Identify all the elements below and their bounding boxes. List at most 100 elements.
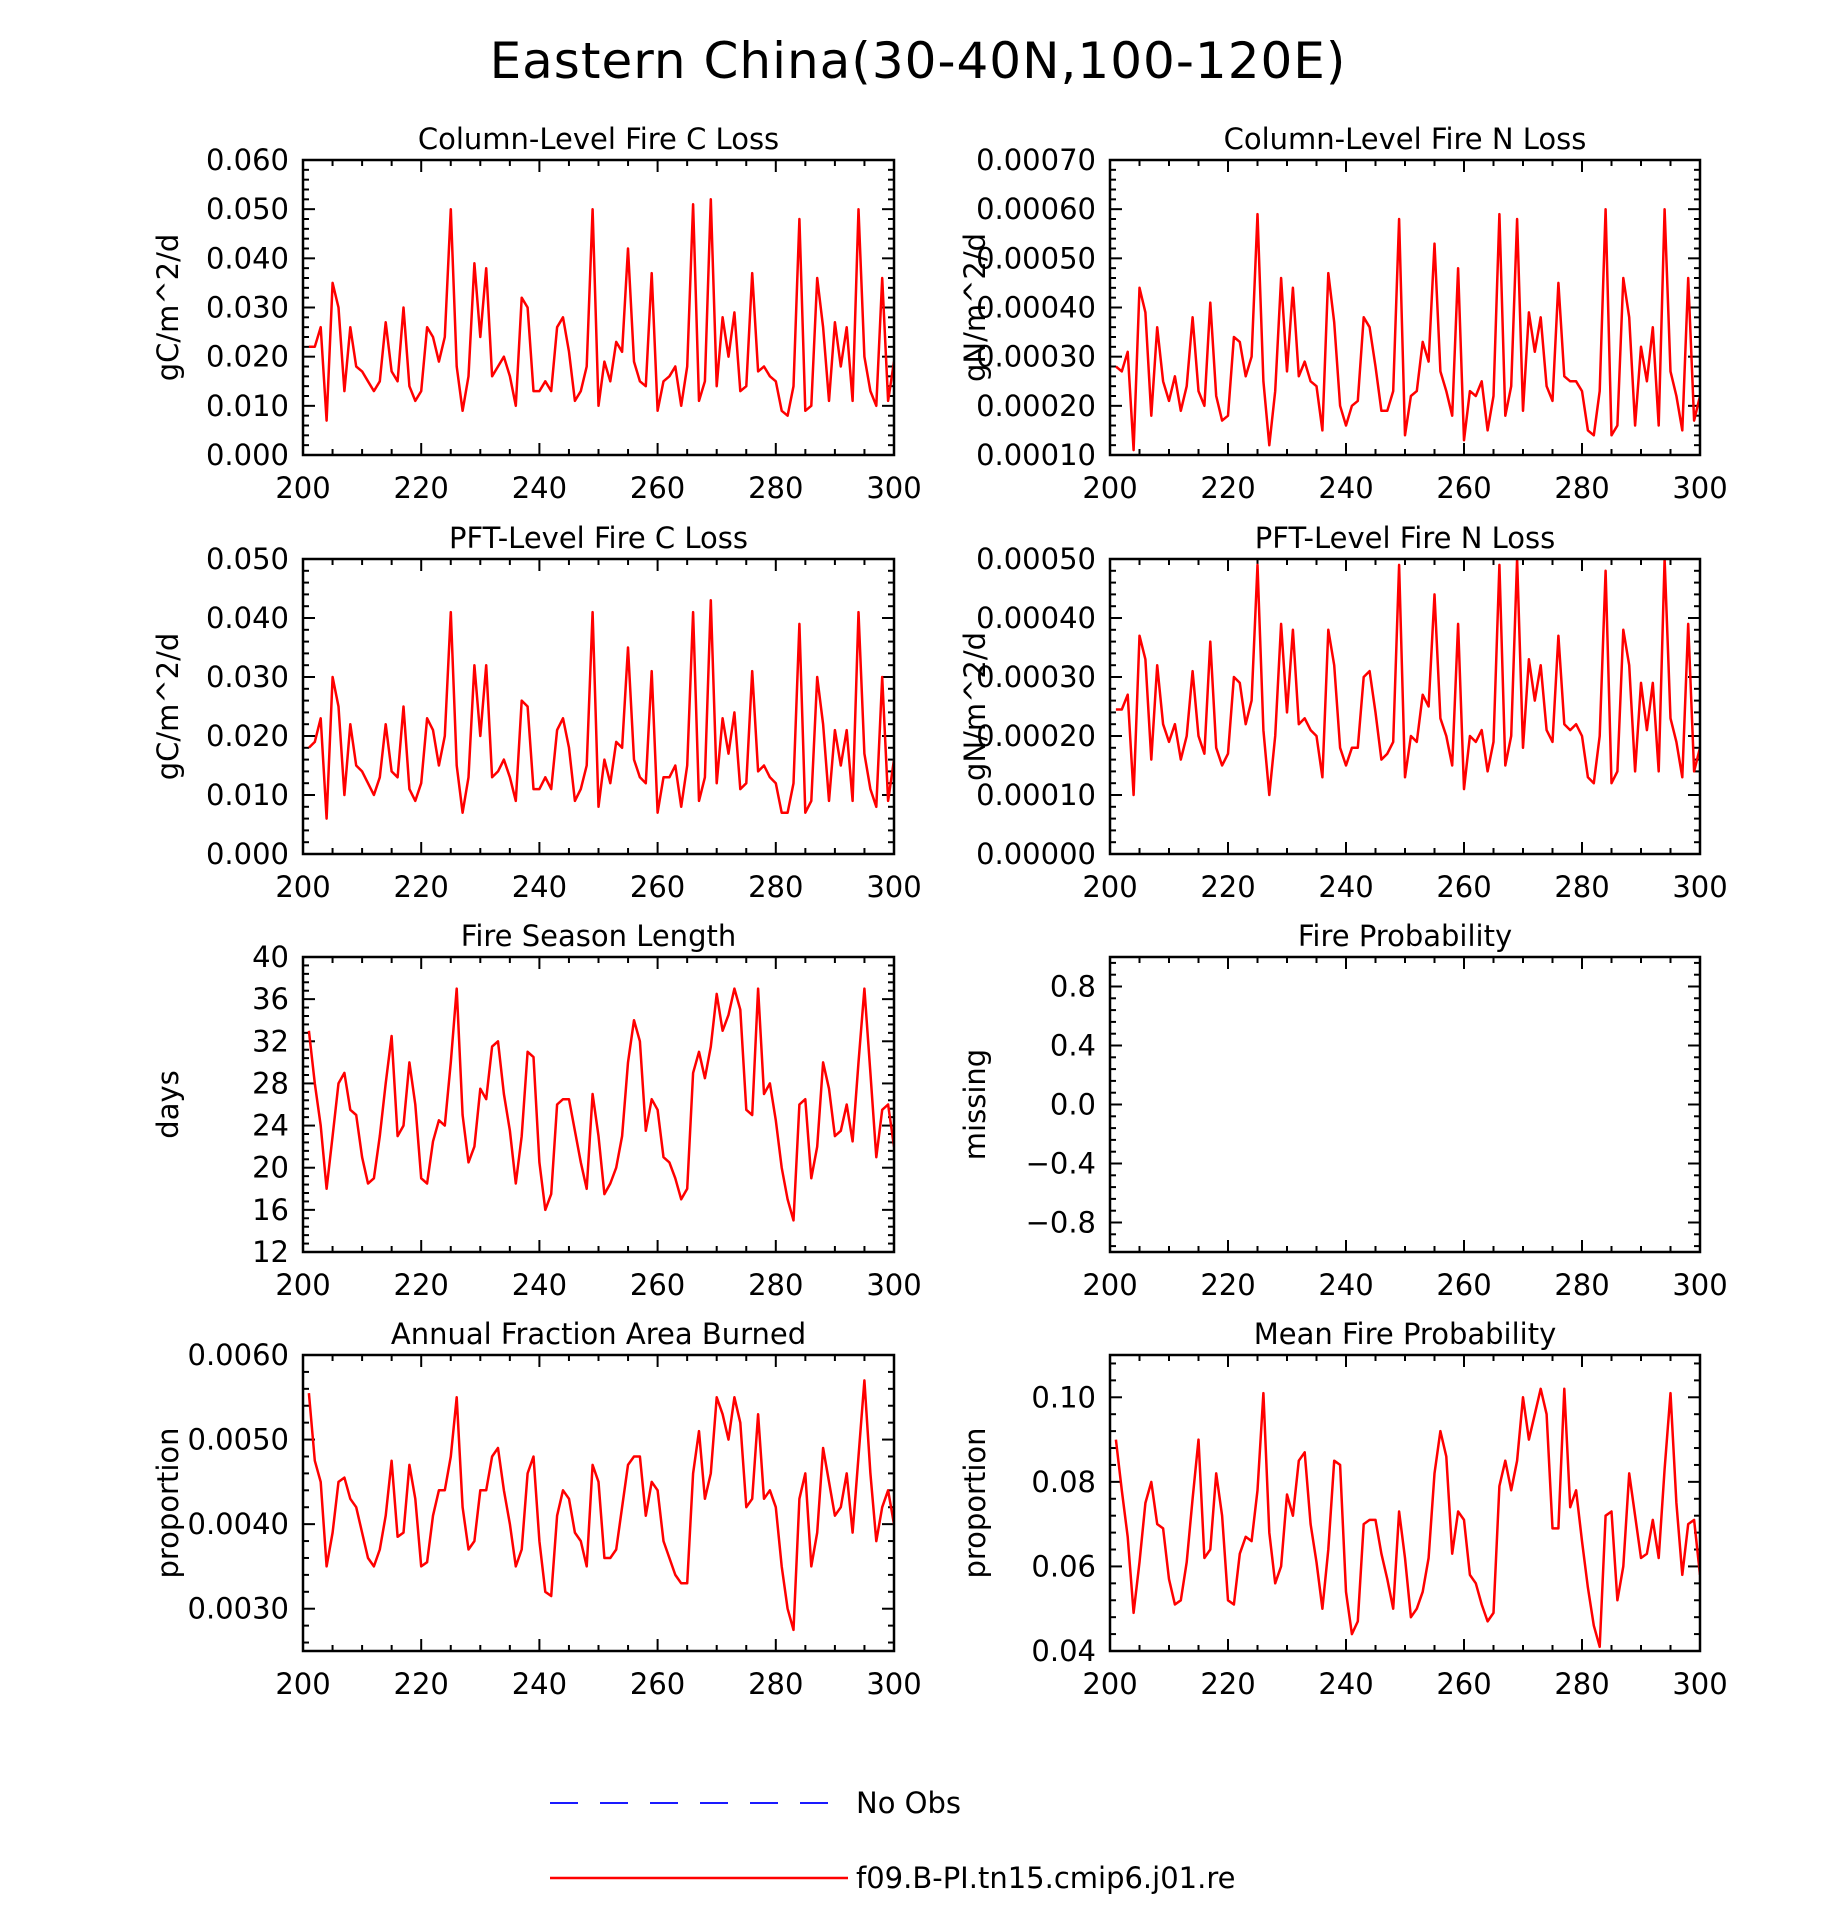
main-title: Eastern China(30-40N,100-120E) — [490, 32, 1347, 90]
y-tick-label: 0.8 — [1050, 970, 1096, 1004]
y-tick-label: 24 — [252, 1109, 289, 1143]
x-tick-label: 200 — [1082, 870, 1137, 904]
y-tick-label: 32 — [252, 1024, 289, 1058]
x-tick-label: 280 — [1554, 1667, 1609, 1701]
y-tick-label: 0.050 — [206, 542, 289, 576]
x-tick-label: 200 — [1082, 1268, 1137, 1302]
panel-fire-probability: Fire Probability missing 200 220 240 260 280 30… — [958, 919, 1728, 1302]
y-tick-label: 0.00010 — [976, 438, 1096, 472]
panels-group: Column-Level Fire C Loss gC/m^2/d 200 220 24… — [151, 122, 1728, 1701]
series-line-f09-b-pi-tn15-cmip6-j01-re — [307, 987, 894, 1222]
series-line-f09-b-pi-tn15-cmip6-j01-re — [308, 198, 894, 422]
y-tick-label: 0.030 — [206, 291, 289, 325]
x-tick-label: 260 — [1436, 1268, 1491, 1302]
x-tick-label: 260 — [630, 1667, 685, 1701]
x-tick-label: 280 — [1554, 471, 1609, 505]
plot-frame — [301, 158, 896, 457]
x-tick-label: 300 — [866, 1667, 921, 1701]
panel-column-level-fire-c-loss: Column-Level Fire C Loss gC/m^2/d 200 220 24… — [151, 122, 922, 505]
y-axis-label: proportion — [958, 1427, 992, 1578]
y-tick-label: 0.00040 — [976, 601, 1096, 635]
y-tick-label: 0.030 — [206, 660, 289, 694]
panel-title: PFT-Level Fire N Loss — [1255, 521, 1555, 555]
y-axis-label: missing — [958, 1049, 992, 1160]
x-tick-label: 220 — [394, 1667, 449, 1701]
x-tick-label: 240 — [1318, 870, 1373, 904]
panel-title: Column-Level Fire N Loss — [1224, 122, 1587, 156]
plot-frame — [301, 557, 896, 856]
y-axis-label: gN/m^2/d — [958, 233, 992, 382]
legend: No Obs f09.B-PI.tn15.cmip6.j01.re — [550, 1786, 1235, 1895]
x-tick-label: 300 — [866, 1268, 921, 1302]
y-tick-label: 28 — [252, 1066, 289, 1100]
series-line-f09-b-pi-tn15-cmip6-j01-re — [1114, 1387, 1700, 1649]
x-tick-label: 280 — [1554, 870, 1609, 904]
x-tick-label: 260 — [1436, 1667, 1491, 1701]
y-axis-label: gC/m^2/d — [151, 234, 185, 382]
panel-title: Column-Level Fire C Loss — [418, 122, 779, 156]
x-tick-label: 240 — [512, 1268, 567, 1302]
panel-mean-fire-probability: Mean Fire Probability proportion 200 220 240… — [958, 1317, 1728, 1701]
y-axis-label: gC/m^2/d — [151, 633, 185, 781]
x-tick-label: 240 — [1318, 1268, 1373, 1302]
series-line-f09-b-pi-tn15-cmip6-j01-re — [307, 1379, 894, 1632]
plot-frame — [301, 955, 896, 1254]
x-tick-label: 300 — [866, 870, 921, 904]
x-tick-label: 300 — [1672, 1667, 1727, 1701]
panel-pft-level-fire-c-loss: PFT-Level Fire C Loss gC/m^2/d 200 220 240 26… — [151, 521, 922, 904]
y-tick-label: 0.08 — [1031, 1465, 1096, 1499]
y-tick-label: 0.0 — [1050, 1088, 1096, 1122]
x-tick-label: 200 — [275, 870, 330, 904]
plot-frame — [1108, 1353, 1702, 1653]
legend-label-no-obs: No Obs — [856, 1786, 961, 1820]
x-tick-label: 300 — [1672, 1268, 1727, 1302]
x-tick-label: 240 — [1318, 471, 1373, 505]
panel-title: Mean Fire Probability — [1254, 1317, 1557, 1351]
y-tick-label: 0.00070 — [976, 143, 1096, 177]
x-tick-label: 240 — [512, 870, 567, 904]
y-tick-label: 0.0050 — [188, 1423, 289, 1457]
panel-fire-season-length: Fire Season Length days 200 220 240 260 280 300… — [151, 919, 922, 1302]
x-tick-label: 280 — [748, 1268, 803, 1302]
x-tick-label: 220 — [394, 471, 449, 505]
y-tick-label: 0.00050 — [976, 241, 1096, 275]
y-axis-label: days — [151, 1070, 185, 1138]
y-tick-label: 0.0030 — [188, 1592, 289, 1626]
x-tick-label: 240 — [1318, 1667, 1373, 1701]
y-tick-label: 0.010 — [206, 389, 289, 423]
x-tick-label: 200 — [275, 1667, 330, 1701]
y-tick-label: 0.00010 — [976, 778, 1096, 812]
y-tick-label: 0.040 — [206, 241, 289, 275]
panel-pft-level-fire-n-loss: PFT-Level Fire N Loss gN/m^2/d 200 220 240 26… — [958, 521, 1728, 904]
x-tick-label: 200 — [275, 1268, 330, 1302]
plot-frame — [1108, 557, 1702, 856]
y-tick-label: 0.00020 — [976, 389, 1096, 423]
x-tick-label: 200 — [275, 471, 330, 505]
y-tick-label: 0.020 — [206, 719, 289, 753]
panel-annual-fraction-area-burned: Annual Fraction Area Burned proportion 200… — [151, 1317, 922, 1701]
panel-title: Fire Probability — [1298, 919, 1512, 953]
x-tick-label: 220 — [394, 870, 449, 904]
x-tick-label: 300 — [1672, 870, 1727, 904]
y-tick-label: 12 — [252, 1235, 289, 1269]
series-line-f09-b-pi-tn15-cmip6-j01-re — [1115, 559, 1700, 797]
plot-frame — [1108, 955, 1702, 1254]
y-axis-label: gN/m^2/d — [958, 632, 992, 781]
panel-title: PFT-Level Fire C Loss — [449, 521, 748, 555]
x-tick-label: 280 — [1554, 1268, 1609, 1302]
x-tick-label: 280 — [748, 471, 803, 505]
y-tick-label: 0.0040 — [188, 1507, 289, 1541]
y-tick-label: 0.04 — [1031, 1634, 1096, 1668]
y-tick-label: 0.050 — [206, 192, 289, 226]
plot-frame — [301, 1353, 896, 1653]
y-tick-label: 0.10 — [1031, 1380, 1096, 1414]
plot-frame — [1108, 158, 1702, 457]
legend-label-model: f09.B-PI.tn15.cmip6.j01.re — [856, 1861, 1235, 1895]
y-tick-label: 16 — [252, 1193, 289, 1227]
x-tick-label: 280 — [748, 1667, 803, 1701]
y-tick-label: 0.000 — [206, 837, 289, 871]
y-tick-label: 0.00040 — [976, 291, 1096, 325]
panel-column-level-fire-n-loss: Column-Level Fire N Loss gN/m^2/d 200 220 24… — [958, 122, 1728, 505]
x-tick-label: 300 — [866, 471, 921, 505]
y-tick-label: 0.020 — [206, 340, 289, 374]
